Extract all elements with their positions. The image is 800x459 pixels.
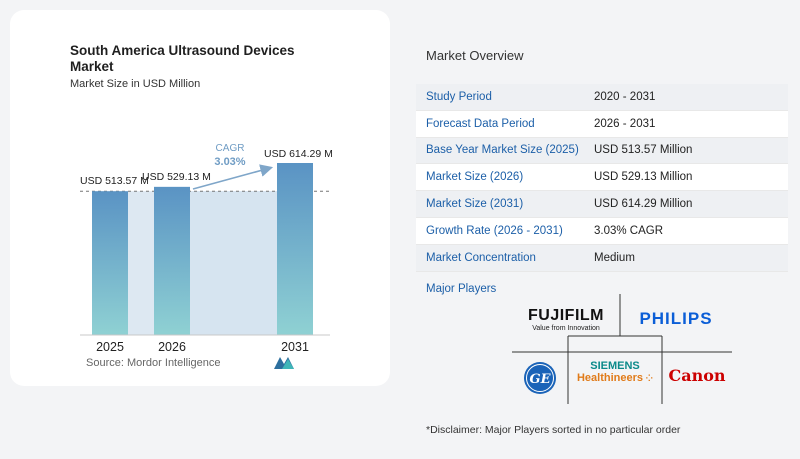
overview-row: Market Concentration Medium [416,244,788,272]
chart-subtitle: Market Size in USD Million [70,78,201,90]
source-text: Source: Mordor Intelligence [86,357,221,369]
players-logo-grid: FUJIFILM Value from Innovation PHILIPS G… [512,292,732,404]
overview-row: Market Size (2026) USD 529.13 Million [416,164,788,192]
siemens-healthineers-logo: SIEMENS Healthineers ⁘ [570,354,660,390]
disclaimer: *Disclaimer: Major Players sorted in no … [426,424,681,436]
overview-row-label: Growth Rate (2026 - 2031) [426,224,563,237]
overview-row: Base Year Market Size (2025) USD 513.57 M… [416,137,788,165]
overview-row-value: Medium [594,251,635,264]
overview-row: Forecast Data Period 2026 - 2031 [416,110,788,138]
overview-row: Growth Rate (2026 - 2031) 3.03% CAGR [416,217,788,245]
overview-row-value: USD 513.57 Million [594,144,693,157]
bar-value-label: USD 529.13 M [142,171,211,183]
overview-row: Market Size (2031) USD 614.29 Million [416,191,788,218]
healthineers-wordmark: Healthineers ⁘ [577,372,653,385]
source-name: Mordor Intelligence [126,357,221,369]
overview-row-label: Study Period [426,90,492,103]
overview-row-value: 2020 - 2031 [594,90,656,103]
ge-monogram-icon: GE [524,362,556,394]
players-heading: Major Players [426,283,497,295]
overview-row-value: 3.03% CAGR [594,224,664,237]
bar-value-label: USD 513.57 M [80,175,149,187]
overview-row-label: Base Year Market Size (2025) [426,144,579,157]
chart-title: South America Ultrasound Devices Market [70,43,295,74]
ge-text: GE [529,372,551,387]
cagr-label: CAGR [216,143,245,154]
cagr-arrow [192,164,274,190]
healthineers-text: Healthineers [576,371,643,384]
canon-wordmark: Canon [668,365,726,385]
healthineers-dots-icon: ⁘ [642,372,654,383]
overview-row-label: Forecast Data Period [426,117,535,130]
bar-2025 [92,191,128,335]
overview-row-label: Market Size (2031) [426,198,524,211]
x-tick-label: 2025 [96,340,124,354]
logo-grid-lines [512,294,732,404]
siemens-wordmark: SIEMENS [590,359,640,372]
overview-table: Study Period 2020 - 2031 Forecast Data Per… [416,84,788,272]
market-overview: Market Overview Study Period 2020 - 2031 F… [416,0,800,459]
overview-row-value: USD 614.29 Million [594,198,693,211]
bar-2026 [154,186,190,335]
fujifilm-logo: FUJIFILM Value from Innovation [516,304,616,336]
forecast-band [190,191,277,335]
overview-row-value: 2026 - 2031 [594,117,656,130]
overview-row-value: USD 529.13 Million [594,171,693,184]
bar-2031 [277,163,313,335]
source-label: Source: [86,357,124,369]
philips-wordmark: PHILIPS [639,309,713,328]
overview-row: Study Period 2020 - 2031 [416,84,788,111]
ge-logo: GE [518,358,562,398]
philips-logo: PHILIPS [624,306,728,332]
fujifilm-wordmark: FUJIFILM [528,307,604,324]
mordor-logo-icon [274,357,294,369]
cagr-value: 3.03% [214,156,245,168]
overview-row-label: Market Concentration [426,251,536,264]
bar-value-label: USD 614.29 M [264,148,333,160]
overview-heading: Market Overview [426,48,524,63]
canon-logo: Canon [664,362,730,388]
x-tick-label: 2026 [158,340,186,354]
overview-row-label: Market Size (2026) [426,171,524,184]
fujifilm-tagline: Value from Innovation [532,325,600,332]
x-tick-label: 2031 [281,340,309,354]
